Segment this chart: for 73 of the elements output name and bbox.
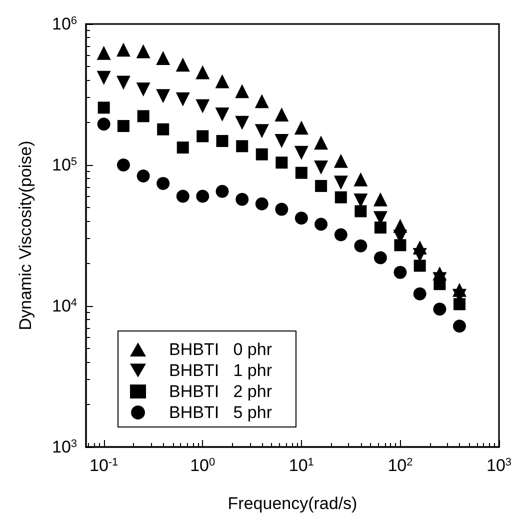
point [413, 287, 426, 300]
point [235, 84, 250, 98]
point [412, 248, 427, 262]
point [275, 202, 288, 216]
point [156, 50, 170, 65]
point [216, 184, 229, 198]
point [374, 251, 387, 264]
point [97, 118, 110, 131]
point [136, 169, 150, 182]
point [216, 134, 228, 147]
point [314, 160, 328, 174]
point [176, 58, 190, 72]
legend-label: BHBTI 5 phr [169, 403, 272, 422]
point [434, 278, 446, 290]
point [334, 176, 348, 190]
point [236, 192, 249, 206]
point [96, 46, 111, 60]
point [274, 108, 289, 122]
point [354, 205, 367, 218]
legend-label: BHBTI 2 phr [169, 382, 272, 401]
point [215, 108, 230, 122]
point [254, 94, 269, 108]
point [453, 298, 466, 310]
point [276, 156, 288, 169]
point [295, 166, 308, 179]
point [452, 320, 466, 333]
point [157, 123, 170, 136]
point [137, 110, 150, 122]
point [354, 172, 368, 186]
point [116, 158, 130, 172]
point [394, 239, 406, 252]
point [314, 136, 328, 150]
point [156, 89, 170, 104]
point [136, 82, 150, 97]
point [294, 120, 308, 135]
point [334, 154, 348, 168]
point [254, 124, 269, 138]
point [334, 191, 347, 204]
point [196, 190, 210, 203]
point [116, 76, 130, 90]
point [433, 302, 446, 316]
point [374, 222, 386, 234]
point [196, 65, 210, 80]
point [196, 130, 209, 142]
point [314, 218, 328, 231]
point [96, 70, 111, 85]
point [274, 134, 289, 148]
point [196, 99, 210, 114]
point [294, 212, 308, 225]
point [236, 140, 248, 152]
point [116, 42, 130, 57]
legend-label: BHBTI 1 phr [169, 361, 272, 380]
point [315, 180, 328, 192]
point [136, 44, 150, 58]
point [215, 74, 230, 88]
point [255, 197, 268, 210]
point [117, 120, 130, 132]
point [414, 260, 426, 272]
point [334, 228, 348, 242]
point [394, 266, 407, 279]
y-axis-title: Dynamic Viscosity(poise) [16, 140, 35, 330]
legend-label: BHBTI 0 phr [169, 340, 272, 359]
point [294, 146, 308, 160]
point [176, 142, 189, 154]
point [176, 190, 190, 203]
point [176, 92, 190, 106]
point [256, 148, 268, 160]
x-axis-title: Frequency(rad/s) [228, 494, 358, 513]
point [373, 192, 388, 206]
point [354, 239, 368, 252]
point [235, 116, 250, 130]
point [98, 102, 110, 114]
point [156, 176, 170, 190]
